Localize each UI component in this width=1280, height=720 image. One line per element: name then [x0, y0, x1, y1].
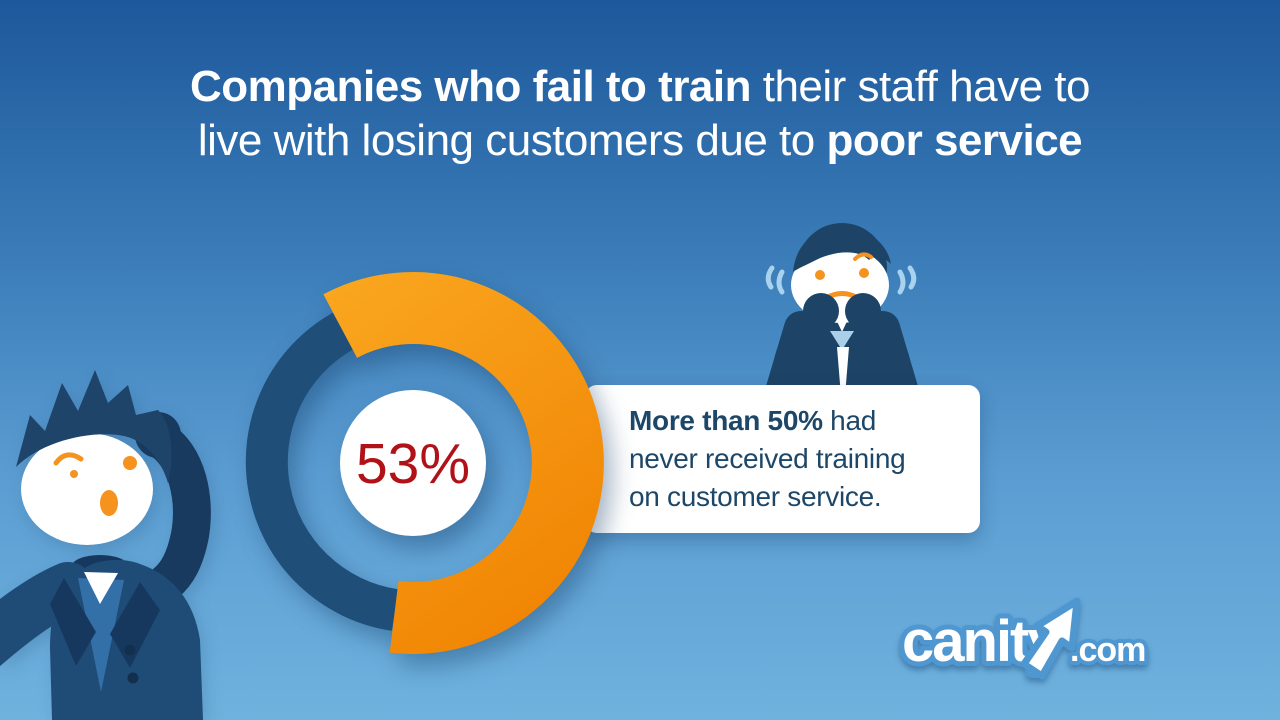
eye-icon [123, 456, 137, 470]
frown-mouth-icon [823, 291, 861, 301]
worried-eyebrow-icon [53, 452, 84, 466]
headline-line2-regular: live with losing customers due to [197, 116, 827, 165]
headline-line-1: Companies who fail to train their staff … [0, 60, 1280, 114]
stat-line-2: never received training [629, 443, 906, 474]
stat-callout-text: More than 50% had never received trainin… [585, 385, 980, 516]
donut-center-label: 53% [356, 432, 470, 496]
eye-icon [859, 268, 869, 278]
hand-icon [135, 412, 181, 458]
headline-line-2: live with losing customers due to poor s… [0, 114, 1280, 168]
stat-line-3: on customer service. [629, 481, 882, 512]
button-icon [124, 644, 136, 656]
headline-line1-regular: their staff have to [751, 62, 1091, 111]
up-right-arrow-icon [1020, 597, 1081, 680]
logo-tld-text: .com [1070, 631, 1145, 669]
button-icon [127, 672, 139, 684]
stat-regular: had [822, 405, 876, 436]
logo-brand-text: canity [902, 609, 1059, 674]
collar-icon [84, 572, 118, 604]
stat-callout-card: More than 50% had never received trainin… [585, 385, 980, 533]
donut-segment-53 [323, 272, 604, 655]
donut-hole [340, 390, 486, 536]
lapel-icon [110, 582, 160, 668]
worried-eyebrow-icon [853, 252, 873, 261]
eye-icon [70, 470, 78, 478]
donut-segment-rest [245, 312, 399, 631]
tie-icon [78, 578, 124, 692]
headline-line2-bold: poor service [826, 116, 1083, 165]
headline-line1-bold: Companies who fail to train [190, 62, 752, 111]
surprised-mouth-icon [100, 490, 118, 516]
eye-icon [815, 270, 825, 280]
fist-icon [803, 293, 839, 329]
lapel-icon [50, 578, 96, 666]
stat-bold: More than 50% [629, 405, 823, 436]
fist-icon [845, 293, 881, 329]
sweat-drops-icon [765, 265, 917, 295]
headline: Companies who fail to train their staff … [0, 60, 1280, 168]
